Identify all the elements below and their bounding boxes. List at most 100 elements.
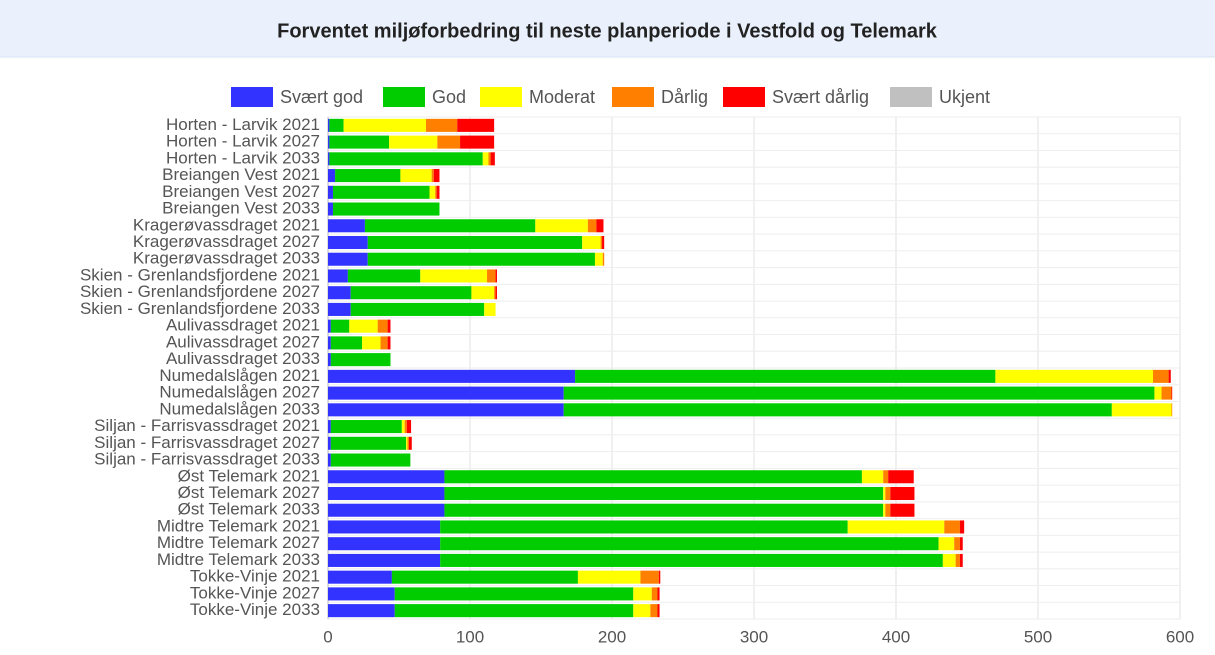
bar-segment bbox=[328, 202, 333, 216]
bar-segment bbox=[328, 520, 441, 534]
y-tick-label: Horten - Larvik 2033 bbox=[166, 148, 320, 167]
bar-segment bbox=[495, 286, 497, 300]
bar-segment bbox=[563, 386, 1155, 400]
bar-segment bbox=[389, 135, 438, 149]
bar-segment bbox=[883, 486, 886, 501]
x-tick-label: 500 bbox=[1024, 627, 1052, 646]
bar-segment bbox=[444, 503, 884, 517]
bar-segment bbox=[1171, 386, 1173, 400]
bar-segment bbox=[437, 135, 461, 149]
bar-segment bbox=[890, 486, 915, 501]
bar-segment bbox=[406, 420, 412, 434]
y-tick-label: Skien - Grenlandsfjordene 2021 bbox=[80, 265, 320, 284]
bar-segment bbox=[364, 219, 536, 233]
bar-segment bbox=[406, 436, 408, 450]
y-tick-label: Numedalslågen 2033 bbox=[159, 399, 320, 418]
y-tick-label: Aulivassdraget 2033 bbox=[166, 349, 320, 368]
bar-segment bbox=[329, 135, 390, 149]
bar-segment bbox=[380, 336, 388, 350]
bar-segment bbox=[471, 286, 495, 300]
y-tick-label: Breiangen Vest 2033 bbox=[162, 199, 320, 218]
bar-segment bbox=[420, 269, 488, 283]
bar-segment bbox=[387, 336, 391, 350]
bar-segment bbox=[328, 118, 330, 132]
y-tick-label: Siljan - Farrisvassdraget 2027 bbox=[94, 433, 320, 452]
bar-segment bbox=[1153, 369, 1169, 383]
legend-label: Svært dårlig bbox=[772, 87, 869, 107]
y-tick-label: Numedalslågen 2027 bbox=[159, 383, 320, 402]
y-tick-label: Øst Telemark 2021 bbox=[178, 466, 320, 485]
bar-segment bbox=[494, 286, 496, 300]
bar-segment bbox=[328, 302, 351, 316]
legend-swatch bbox=[480, 87, 522, 107]
bar-segment bbox=[328, 403, 564, 417]
bar-segment bbox=[429, 185, 436, 199]
bar-segment bbox=[1171, 403, 1173, 417]
legend-swatch bbox=[231, 87, 273, 107]
bar-segment bbox=[440, 537, 939, 551]
bar-segment bbox=[440, 553, 943, 567]
legend-label: God bbox=[432, 87, 466, 107]
bar-segment bbox=[944, 520, 960, 534]
legend-label: Svært god bbox=[280, 87, 363, 107]
bar-segment bbox=[377, 319, 388, 333]
bar-segment bbox=[582, 235, 601, 250]
bar-segment bbox=[885, 486, 891, 501]
y-tick-label: Siljan - Farrisvassdraget 2021 bbox=[94, 416, 320, 435]
bar-segment bbox=[328, 537, 441, 551]
chart-title: Forventet miljøforbedring til neste plan… bbox=[277, 20, 938, 42]
bar-segment bbox=[883, 503, 886, 517]
bar-segment bbox=[328, 486, 445, 501]
bar-segment bbox=[1168, 369, 1171, 383]
bar-segment bbox=[487, 269, 496, 283]
y-tick-label: Midtre Telemark 2027 bbox=[157, 533, 320, 552]
bar-segment bbox=[488, 152, 491, 166]
bar-segment bbox=[350, 286, 472, 300]
y-tick-label: Tokke-Vinje 2021 bbox=[190, 567, 320, 586]
bar-segment bbox=[328, 420, 331, 434]
bar-segment bbox=[657, 587, 660, 601]
bar-segment bbox=[328, 319, 331, 333]
legend-label: Moderat bbox=[529, 87, 595, 107]
bar-segment bbox=[407, 436, 409, 450]
bar-segment bbox=[495, 269, 497, 283]
bar-segment bbox=[349, 319, 378, 333]
y-tick-label: Breiangen Vest 2027 bbox=[162, 182, 320, 201]
bar-segment bbox=[658, 570, 661, 584]
bar-segment bbox=[460, 135, 495, 149]
bar-segment bbox=[995, 369, 1154, 383]
bar-segment bbox=[444, 486, 884, 501]
x-tick-label: 200 bbox=[598, 627, 626, 646]
bar-segment bbox=[391, 570, 578, 584]
x-tick-label: 400 bbox=[882, 627, 910, 646]
header-band bbox=[0, 0, 1215, 57]
y-tick-label: Midtre Telemark 2033 bbox=[157, 550, 320, 569]
legend-label: Dårlig bbox=[661, 87, 708, 107]
bar-segment bbox=[408, 436, 412, 450]
bar-segment bbox=[651, 587, 658, 601]
bar-segment bbox=[602, 235, 605, 250]
bar-segment bbox=[1161, 386, 1172, 400]
legend-swatch bbox=[890, 87, 932, 107]
bar-segment bbox=[330, 336, 363, 350]
bar-segment bbox=[587, 219, 597, 233]
bar-segment bbox=[535, 219, 588, 233]
bar-segment bbox=[328, 386, 564, 400]
bar-segment bbox=[328, 336, 331, 350]
bar-segment bbox=[602, 252, 605, 266]
bar-segment bbox=[440, 520, 848, 534]
bar-segment bbox=[425, 118, 458, 132]
bar-segment bbox=[888, 470, 914, 484]
bar-segment bbox=[330, 319, 350, 333]
y-tick-label: Øst Telemark 2027 bbox=[178, 483, 320, 502]
bar-segment bbox=[332, 185, 430, 199]
bar-segment bbox=[1111, 403, 1172, 417]
bar-segment bbox=[433, 169, 440, 183]
bar-segment bbox=[938, 537, 955, 551]
bar-segment bbox=[343, 118, 426, 132]
y-tick-label: Numedalslågen 2021 bbox=[159, 366, 320, 385]
bar-segment bbox=[328, 135, 330, 149]
bar-segment bbox=[954, 537, 960, 551]
bar-segment bbox=[328, 570, 392, 584]
bar-segment bbox=[367, 235, 583, 250]
